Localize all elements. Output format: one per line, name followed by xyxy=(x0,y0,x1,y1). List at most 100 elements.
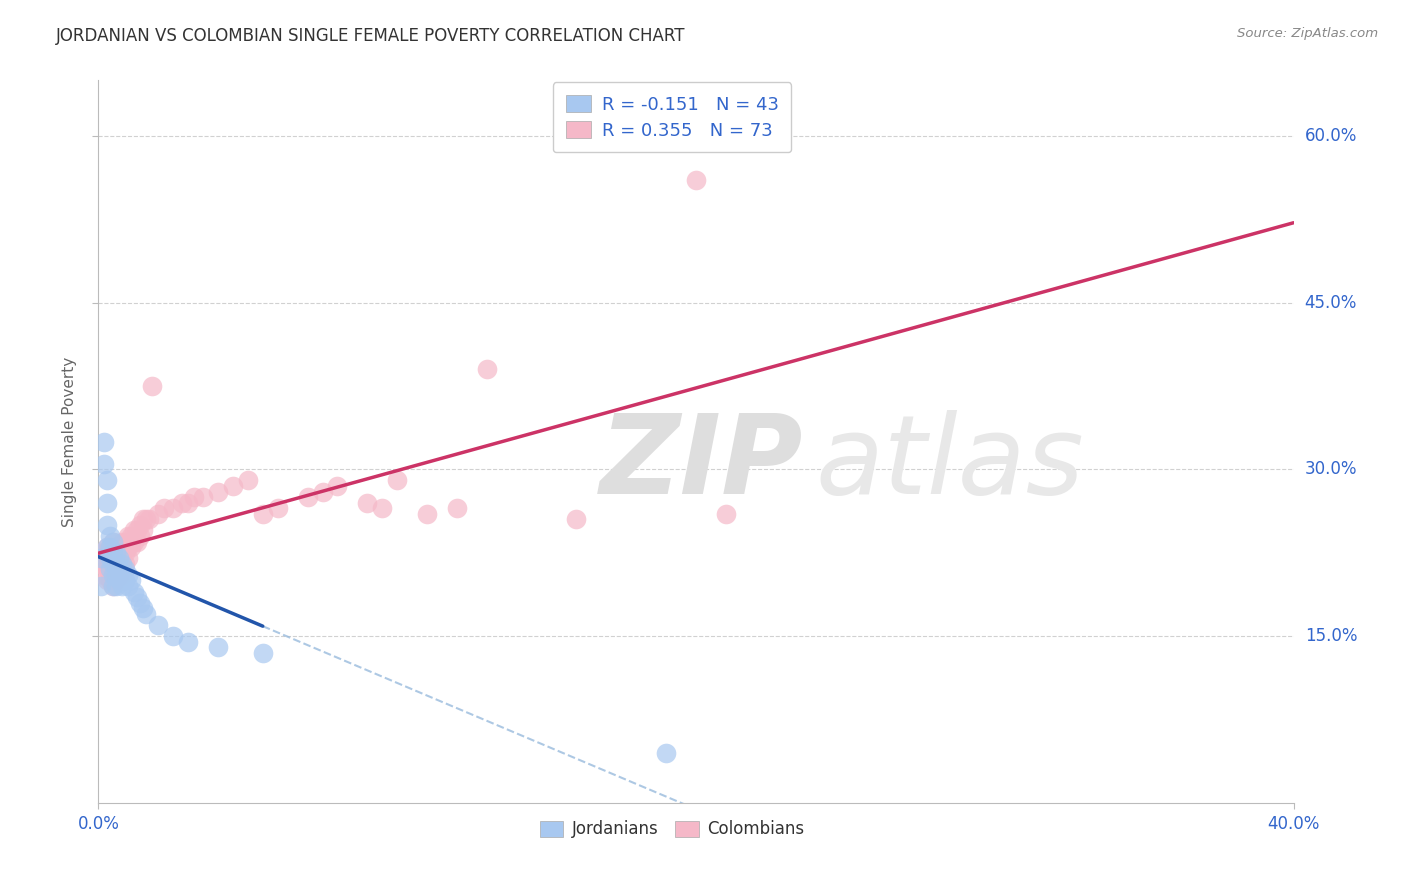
Point xyxy=(124,534,146,549)
Point xyxy=(98,551,122,566)
Point xyxy=(98,574,122,588)
Point xyxy=(655,746,678,760)
Point xyxy=(105,574,128,588)
Point xyxy=(129,517,152,532)
Point xyxy=(103,568,125,582)
Point xyxy=(222,479,245,493)
Point xyxy=(153,501,176,516)
Point xyxy=(105,546,128,560)
Point xyxy=(565,512,588,526)
Point xyxy=(416,507,439,521)
Point xyxy=(90,546,112,560)
Point xyxy=(127,590,149,604)
Point xyxy=(111,534,134,549)
Point xyxy=(132,512,155,526)
Point xyxy=(117,579,139,593)
Point xyxy=(191,490,214,504)
Point xyxy=(105,568,128,582)
Legend: Jordanians, Colombians: Jordanians, Colombians xyxy=(533,814,811,845)
Point xyxy=(103,568,125,582)
Point xyxy=(114,557,136,571)
Point xyxy=(124,584,146,599)
Point xyxy=(96,540,118,554)
Text: Source: ZipAtlas.com: Source: ZipAtlas.com xyxy=(1237,27,1378,40)
Point xyxy=(105,557,128,571)
Text: 60.0%: 60.0% xyxy=(1305,127,1357,145)
Point xyxy=(111,568,134,582)
Point xyxy=(129,529,152,543)
Point xyxy=(236,474,259,488)
Point xyxy=(98,562,122,576)
Point xyxy=(385,474,409,488)
Point xyxy=(98,529,122,543)
Point xyxy=(117,529,139,543)
Point xyxy=(120,529,142,543)
Point xyxy=(311,484,333,499)
Point xyxy=(90,579,112,593)
Point xyxy=(267,501,290,516)
Point xyxy=(103,534,125,549)
Point xyxy=(114,534,136,549)
Point xyxy=(297,490,319,504)
Point xyxy=(252,507,274,521)
Point xyxy=(111,546,134,560)
Point xyxy=(135,512,157,526)
Point xyxy=(111,557,134,571)
Y-axis label: Single Female Poverty: Single Female Poverty xyxy=(62,357,77,526)
Point xyxy=(714,507,737,521)
Point xyxy=(111,568,134,582)
Point xyxy=(108,568,131,582)
Point xyxy=(108,551,131,566)
Text: 30.0%: 30.0% xyxy=(1305,460,1357,478)
Point xyxy=(120,574,142,588)
Point xyxy=(108,574,131,588)
Point xyxy=(207,640,229,655)
Point xyxy=(124,524,146,538)
Point xyxy=(103,557,125,571)
Point xyxy=(98,540,122,554)
Point xyxy=(138,512,160,526)
Point xyxy=(96,496,118,510)
Point xyxy=(96,540,118,554)
Point xyxy=(108,540,131,554)
Point xyxy=(148,507,170,521)
Point xyxy=(103,546,125,560)
Point xyxy=(183,490,205,504)
Point xyxy=(93,546,115,560)
Point xyxy=(96,562,118,576)
Point xyxy=(114,546,136,560)
Point xyxy=(117,540,139,554)
Point xyxy=(117,551,139,566)
Point xyxy=(135,607,157,621)
Point xyxy=(108,551,131,566)
Point xyxy=(103,579,125,593)
Point xyxy=(103,534,125,549)
Point xyxy=(114,562,136,576)
Point xyxy=(148,618,170,632)
Point xyxy=(685,173,707,187)
Text: 45.0%: 45.0% xyxy=(1305,293,1357,311)
Point xyxy=(105,551,128,566)
Point xyxy=(103,557,125,571)
Point xyxy=(105,562,128,576)
Point xyxy=(98,551,122,566)
Point xyxy=(326,479,349,493)
Point xyxy=(132,601,155,615)
Point xyxy=(96,551,118,566)
Point xyxy=(108,562,131,576)
Text: 15.0%: 15.0% xyxy=(1305,627,1357,645)
Point xyxy=(96,517,118,532)
Text: atlas: atlas xyxy=(815,409,1084,516)
Point xyxy=(105,579,128,593)
Point xyxy=(172,496,194,510)
Point xyxy=(129,596,152,610)
Point xyxy=(162,629,184,643)
Point xyxy=(108,557,131,571)
Point xyxy=(105,540,128,554)
Point xyxy=(127,524,149,538)
Point xyxy=(120,540,142,554)
Point xyxy=(96,474,118,488)
Point xyxy=(90,557,112,571)
Point xyxy=(98,562,122,576)
Point xyxy=(90,551,112,566)
